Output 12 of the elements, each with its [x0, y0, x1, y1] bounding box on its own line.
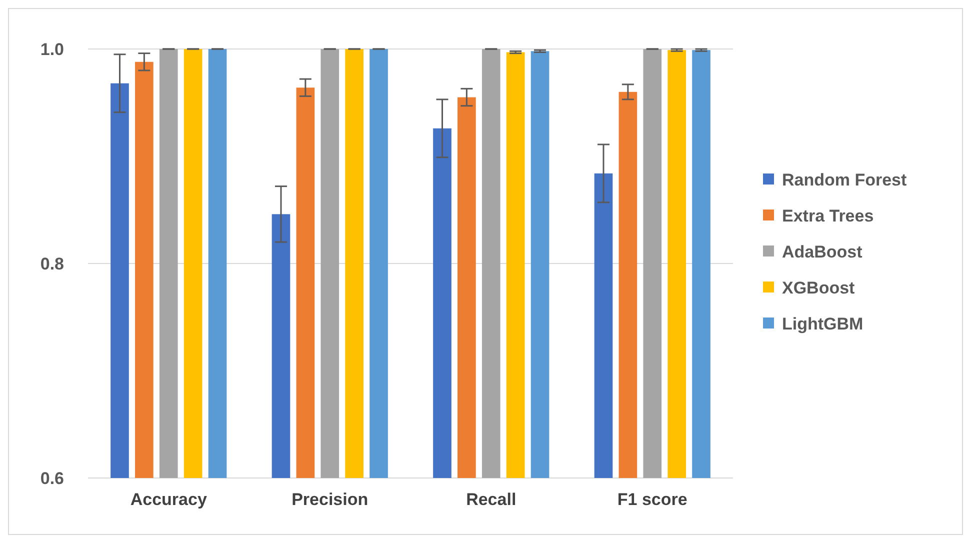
x-tick-label: Accuracy: [130, 490, 208, 509]
y-tick-label: 1.0: [40, 40, 64, 59]
y-tick-label: 0.6: [40, 468, 64, 488]
x-tick-label: F1 score: [617, 490, 688, 509]
legend-label: AdaBoost: [782, 242, 863, 262]
x-tick-label: Recall: [466, 490, 516, 509]
legend-label: Extra Trees: [782, 206, 874, 226]
x-tick-label: Precision: [292, 490, 368, 509]
legend-label: Random Forest: [782, 170, 908, 190]
legend-label: LightGBM: [782, 314, 864, 334]
legend-label: XGBoost: [782, 278, 856, 298]
y-tick-label: 0.8: [40, 254, 64, 274]
